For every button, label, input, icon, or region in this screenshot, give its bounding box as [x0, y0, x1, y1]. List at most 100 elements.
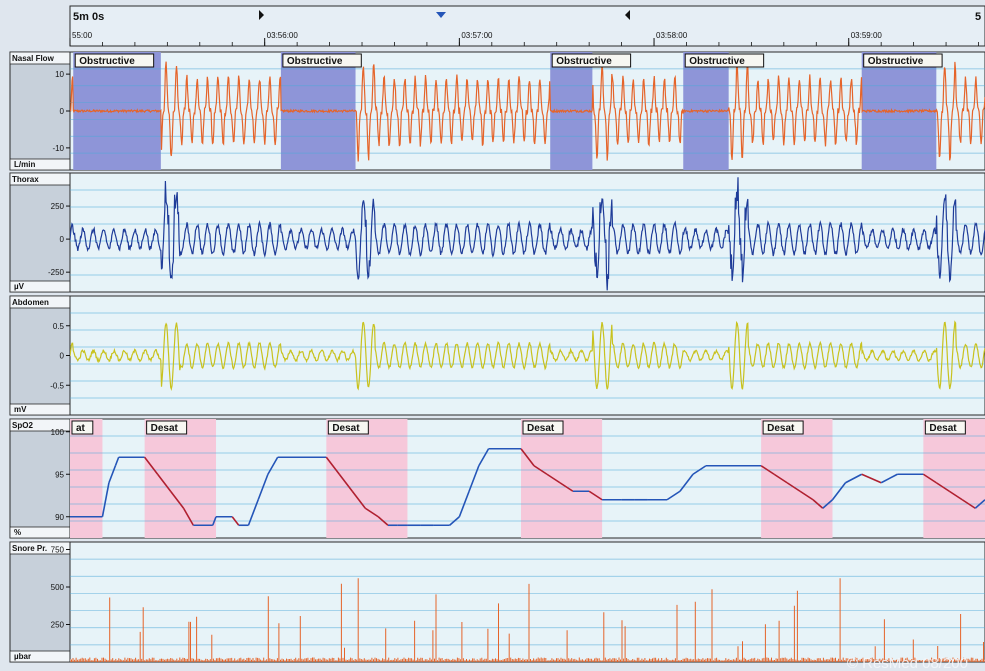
spo2-segment — [169, 490, 185, 509]
plot-content — [70, 177, 985, 291]
spo2-segment — [257, 473, 269, 501]
y-tick-label: 250 — [51, 621, 65, 630]
channel-name-label[interactable]: Snore Pr. — [12, 544, 47, 553]
channel-name-label[interactable]: SpO2 — [12, 421, 33, 430]
event-label[interactable]: at — [76, 423, 86, 434]
y-tick-label: -250 — [48, 268, 65, 277]
spo2-segment — [364, 507, 379, 518]
spo2-segment — [831, 482, 847, 501]
spo2-segment — [338, 473, 353, 492]
channel-name-label[interactable]: Abdomen — [12, 298, 49, 307]
spo2-segment — [351, 490, 366, 509]
channel-label-column — [9, 172, 71, 293]
y-tick-label: 250 — [51, 202, 65, 211]
channel-name-label[interactable]: Thorax — [12, 175, 39, 184]
plot-area — [69, 541, 985, 663]
spo2-segment — [845, 473, 863, 484]
event-region — [761, 419, 833, 538]
spo2-segment — [861, 473, 882, 484]
timeline-right-edge-label: 5 — [975, 11, 981, 23]
channel-unit-label: mV — [14, 405, 27, 414]
spo2-segment — [247, 499, 259, 526]
spo2-segment — [773, 473, 788, 484]
y-tick-label: 90 — [55, 513, 64, 522]
timeline-bar — [69, 5, 985, 47]
event-label-box — [924, 420, 966, 435]
spo2-segment — [679, 473, 694, 492]
event-label-box — [71, 420, 94, 435]
spo2-segment — [212, 516, 217, 526]
spo2-segment — [468, 465, 480, 492]
event-region — [326, 419, 408, 538]
channel-panel-2: Abdomen mV 0.5 0 -0.5 — [9, 295, 985, 416]
event-label-box — [74, 53, 155, 68]
cursor-position-marker-icon[interactable] — [436, 12, 446, 18]
channel-name-label[interactable]: Nasal Flow — [12, 54, 55, 63]
y-tick-label: -0.5 — [50, 381, 64, 390]
spo2-segment — [182, 507, 194, 526]
event-label[interactable]: Desat — [929, 423, 957, 434]
channel-panel-3: SpO2% at Desat Desat Desat Desat Desat 100 95 90 — [9, 418, 985, 539]
time-tick-label: 03:58:00 — [656, 31, 688, 40]
channel-panel-1: Thorax µV 250 0 -250 — [9, 172, 985, 293]
y-tick-label: 0.5 — [53, 322, 65, 331]
event-label-box — [522, 420, 564, 435]
event-label-box — [762, 420, 804, 435]
plot-content: Obstructive Obstructive Obstructive Obstruc… — [70, 52, 985, 170]
spo2-segment — [478, 448, 490, 467]
channel-unit-label: L/min — [14, 160, 35, 169]
event-region — [521, 419, 603, 538]
spo2-segment — [786, 482, 801, 492]
plot-content: at Desat Desat Desat Desat Desat — [70, 419, 985, 538]
spo2-segment — [143, 456, 159, 475]
event-label[interactable]: Desat — [151, 423, 179, 434]
y-tick-label: 0 — [60, 352, 65, 361]
spo2-segment — [935, 482, 950, 492]
window-duration-label: 5m 0s — [73, 11, 104, 23]
plot-content — [70, 312, 985, 399]
channel-unit-label: % — [14, 528, 21, 537]
signal-trace — [70, 177, 985, 291]
y-tick-label: 500 — [51, 583, 65, 592]
spo2-segment — [231, 516, 240, 526]
spo2-segment — [546, 473, 561, 484]
time-tick-label: 03:59:00 — [851, 31, 883, 40]
event-region — [923, 419, 985, 538]
spo2-segment — [520, 448, 535, 467]
scroll-marker-left-icon[interactable] — [625, 10, 630, 20]
spo2-segment — [974, 499, 985, 509]
copyright-watermark: © ResMed 08/200 — [847, 655, 968, 671]
spo2-segment — [760, 465, 775, 475]
snore-trace — [70, 578, 985, 662]
spo2-segment — [114, 456, 120, 467]
spo2-segment — [692, 465, 707, 475]
time-tick-label: 55:00 — [72, 31, 93, 40]
event-label[interactable]: Desat — [527, 423, 555, 434]
spo2-segment — [559, 482, 574, 492]
event-label[interactable]: Desat — [767, 423, 795, 434]
event-label[interactable]: Obstructive — [689, 56, 745, 67]
spo2-segment — [961, 499, 976, 509]
timeline-header[interactable]: 5m 0s 5 55:00 03:56:00 03:57:00 03:58:00 03:… — [69, 5, 985, 47]
event-label[interactable]: Desat — [332, 423, 360, 434]
spo2-segment — [822, 499, 834, 509]
channel-unit-label: µbar — [14, 652, 31, 661]
scroll-marker-right-icon[interactable] — [259, 10, 264, 20]
y-tick-label: 100 — [51, 428, 65, 437]
y-tick-label: 95 — [55, 470, 64, 479]
event-label-box — [863, 53, 943, 68]
spo2-segment — [458, 490, 470, 518]
event-label[interactable]: Obstructive — [556, 56, 612, 67]
event-label[interactable]: Obstructive — [868, 56, 924, 67]
event-label-box — [282, 53, 362, 68]
spo2-segment — [812, 499, 824, 509]
spo2-segment — [377, 516, 389, 526]
event-label[interactable]: Obstructive — [287, 56, 343, 67]
signal-trace — [70, 61, 985, 162]
spo2-segment — [588, 490, 603, 501]
signal-trace — [70, 320, 985, 392]
event-label[interactable]: Obstructive — [79, 56, 135, 67]
channel-label-column — [9, 541, 71, 663]
